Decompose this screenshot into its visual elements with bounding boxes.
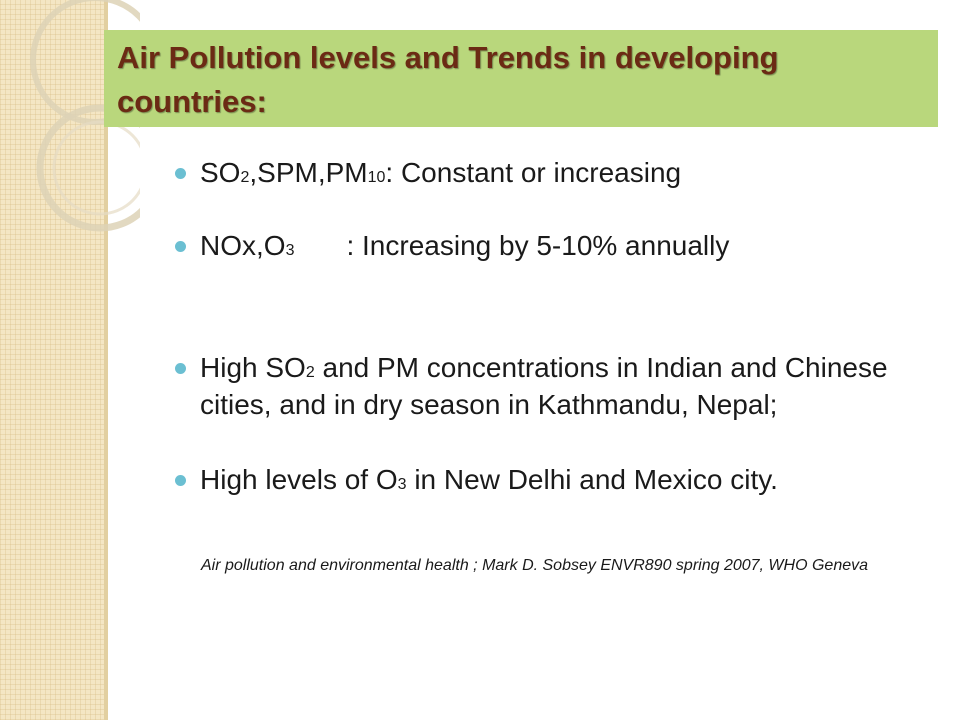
bullet-item: High SO2 and PM concentrations in Indian… <box>175 352 920 421</box>
subscript: 3 <box>397 476 407 493</box>
subscript: 2 <box>305 364 315 381</box>
bullet-text: : Increasing by 5-10% annually <box>346 230 730 261</box>
bullet-text: ,SPM,PM <box>249 157 368 188</box>
bullet-dot-icon <box>175 168 186 179</box>
bullet-text: High SO <box>200 352 306 383</box>
bullet-dot-icon <box>175 241 186 252</box>
bullet-text: NOx,O <box>200 230 286 261</box>
slide-title: Air Pollution levels and Trends in devel… <box>117 40 779 119</box>
subscript: 3 <box>285 242 295 259</box>
bullet-text: SO <box>200 157 241 188</box>
bullet-text: and PM concentrations in Indian and Chin… <box>200 352 888 420</box>
bullet-dot-icon <box>175 475 186 486</box>
bullet-text: High levels of O <box>200 464 398 495</box>
bullet-item: High levels of O3 in New Delhi and Mexic… <box>175 464 920 501</box>
title-band <box>104 30 938 127</box>
side-strip-edge <box>104 0 108 720</box>
bullet-text: in New Delhi and Mexico city. <box>406 464 778 495</box>
decorative-circles <box>30 0 140 232</box>
subscript: 2 <box>240 169 250 186</box>
citation: Air pollution and environmental health ;… <box>201 557 869 574</box>
bullet-dot-icon <box>175 363 186 374</box>
bullet-item: NOx,O3 : Increasing by 5-10% annually <box>175 230 920 267</box>
bullet-item: SO2,SPM,PM10: Constant or increasing <box>175 157 920 194</box>
subscript: 10 <box>367 169 386 186</box>
bullet-text: : Constant or increasing <box>385 157 682 188</box>
